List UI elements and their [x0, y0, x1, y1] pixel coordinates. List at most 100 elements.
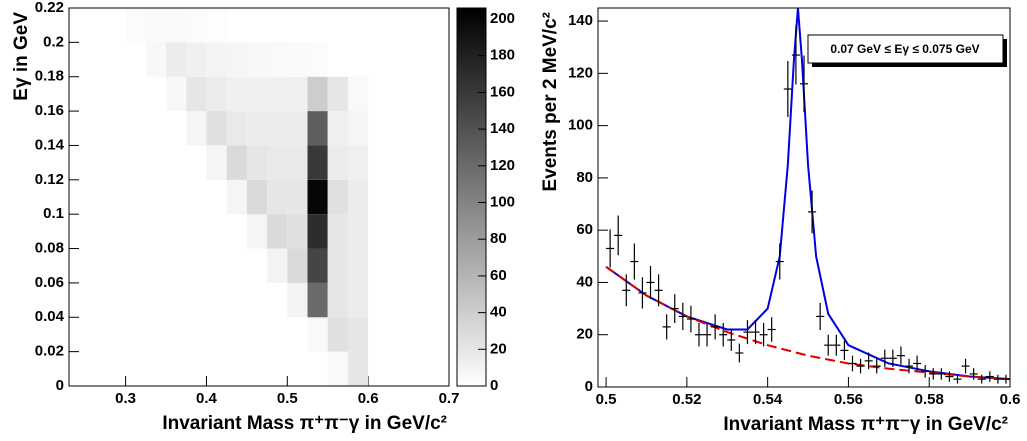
x-tick-label: 0.6 [358, 390, 379, 407]
y-tick-label: 0.02 [35, 343, 64, 360]
heat-cell [347, 214, 369, 249]
y-tick-label: 0.14 [35, 136, 65, 153]
heat-cell [327, 351, 348, 386]
color-bar-label: 20 [490, 340, 507, 357]
heat-cell [287, 76, 308, 112]
heat-cell [166, 76, 187, 112]
heat-cell [246, 42, 268, 77]
color-bar-label: 120 [490, 157, 515, 174]
y-tick-label: 60 [576, 221, 593, 238]
heat-cell [226, 179, 247, 215]
y-tick-label: 0.2 [43, 33, 64, 50]
y-axis-title: Events per 2 MeV/c² [540, 12, 561, 192]
heat-cell [287, 111, 308, 146]
heat-cell [226, 76, 247, 112]
heat-cell [267, 42, 288, 77]
color-bar-label: 80 [490, 230, 507, 247]
heat-cell [287, 214, 308, 249]
heat-cell [186, 8, 207, 43]
y-tick-label: 0.18 [35, 68, 64, 85]
heat-cell [267, 248, 288, 283]
x-tick-label: 0.52 [672, 391, 701, 408]
x-tick-label: 0.7 [439, 390, 460, 407]
x-tick-label: 0.5 [596, 391, 617, 408]
x-tick-label: 0.4 [196, 390, 218, 407]
fit-panel: 0.5 0.52 0.54 0.56 0.58 0.6 0 20 40 60 80 100 120 140… [540, 7, 1020, 435]
color-bar-label: 60 [490, 267, 507, 284]
heat-cell [327, 214, 348, 249]
heat-cell [347, 179, 369, 215]
heat-cell [246, 214, 268, 249]
y-tick-label: 0.12 [35, 171, 64, 188]
heat-cell [206, 42, 227, 77]
y-tick-label: 20 [576, 326, 593, 343]
heat-cell [287, 282, 308, 318]
heat-cell [327, 317, 348, 352]
x-tick-label: 0.5 [277, 390, 298, 407]
x-tick-label: 0.54 [753, 391, 783, 408]
heat-cell [307, 179, 328, 215]
heat-cell [307, 111, 328, 146]
heat-cell [206, 8, 227, 43]
color-bar-label: 0 [490, 377, 498, 394]
heat-cell [287, 179, 308, 215]
x-axis-title: Invariant Mass π⁺π⁻γ in GeV/c² [723, 414, 1008, 435]
heat-cell [327, 145, 348, 180]
heat-cell [125, 8, 146, 43]
color-bar-label: 40 [490, 304, 507, 321]
heat-cell [347, 351, 369, 386]
annotation-box [807, 34, 1004, 64]
heat-cell [267, 179, 288, 215]
heatmap-panel: 0.3 0.4 0.5 0.6 0.7 0 0.02 0.04 0.06 0.08 0.1 0.12 0… [11, 0, 515, 434]
plot-frame [68, 7, 450, 387]
heat-cell [186, 111, 207, 146]
heat-cell [145, 8, 167, 43]
color-bar-label: 160 [490, 83, 515, 100]
heat-cell [226, 145, 247, 180]
heat-cell [267, 76, 288, 112]
heat-cell [246, 76, 268, 112]
x-tick-label: 0.3 [115, 390, 136, 407]
heat-cell [267, 111, 288, 146]
color-bar [456, 7, 487, 387]
color-bar-label: 100 [490, 193, 515, 210]
color-bar-label: 200 [490, 10, 515, 27]
heat-cell [327, 248, 348, 283]
heat-cell [226, 111, 247, 146]
heat-cell [347, 76, 369, 112]
heat-cell [206, 145, 227, 180]
color-bar-label: 180 [490, 47, 515, 64]
y-tick-label: 0.08 [35, 240, 64, 257]
y-tick-label: 0.06 [35, 274, 64, 291]
heat-cell [307, 317, 328, 352]
heat-cell [287, 42, 308, 77]
heat-cell [327, 111, 348, 146]
y-axis-title: Eγ in GeV [11, 12, 32, 101]
plot-frame [597, 7, 1011, 388]
heat-cell [327, 76, 348, 112]
x-tick-label: 0.56 [834, 391, 863, 408]
heat-cell [246, 145, 268, 180]
heat-cell [327, 179, 348, 215]
y-tick-label: 80 [576, 169, 593, 186]
heat-cell [166, 8, 187, 43]
y-tick-label: 0 [56, 377, 64, 394]
heat-cell [347, 317, 369, 352]
y-tick-label: 40 [576, 273, 593, 290]
heat-cell [307, 76, 328, 112]
heat-cell [186, 42, 207, 77]
heat-cell [347, 111, 369, 146]
heat-cell [307, 282, 328, 318]
y-tick-label: 100 [568, 117, 593, 134]
heat-cell [307, 248, 328, 283]
heat-cell [246, 111, 268, 146]
heat-cell [307, 42, 328, 77]
heat-cell [347, 145, 369, 180]
heat-cell [287, 145, 308, 180]
heat-cell [145, 42, 167, 77]
heat-cell [327, 282, 348, 318]
x-tick-label: 0.58 [915, 391, 944, 408]
annotation: 0.07 GeV ≤ Eγ ≤ 0.075 GeV [830, 42, 979, 56]
y-tick-label: 0 [585, 378, 593, 395]
